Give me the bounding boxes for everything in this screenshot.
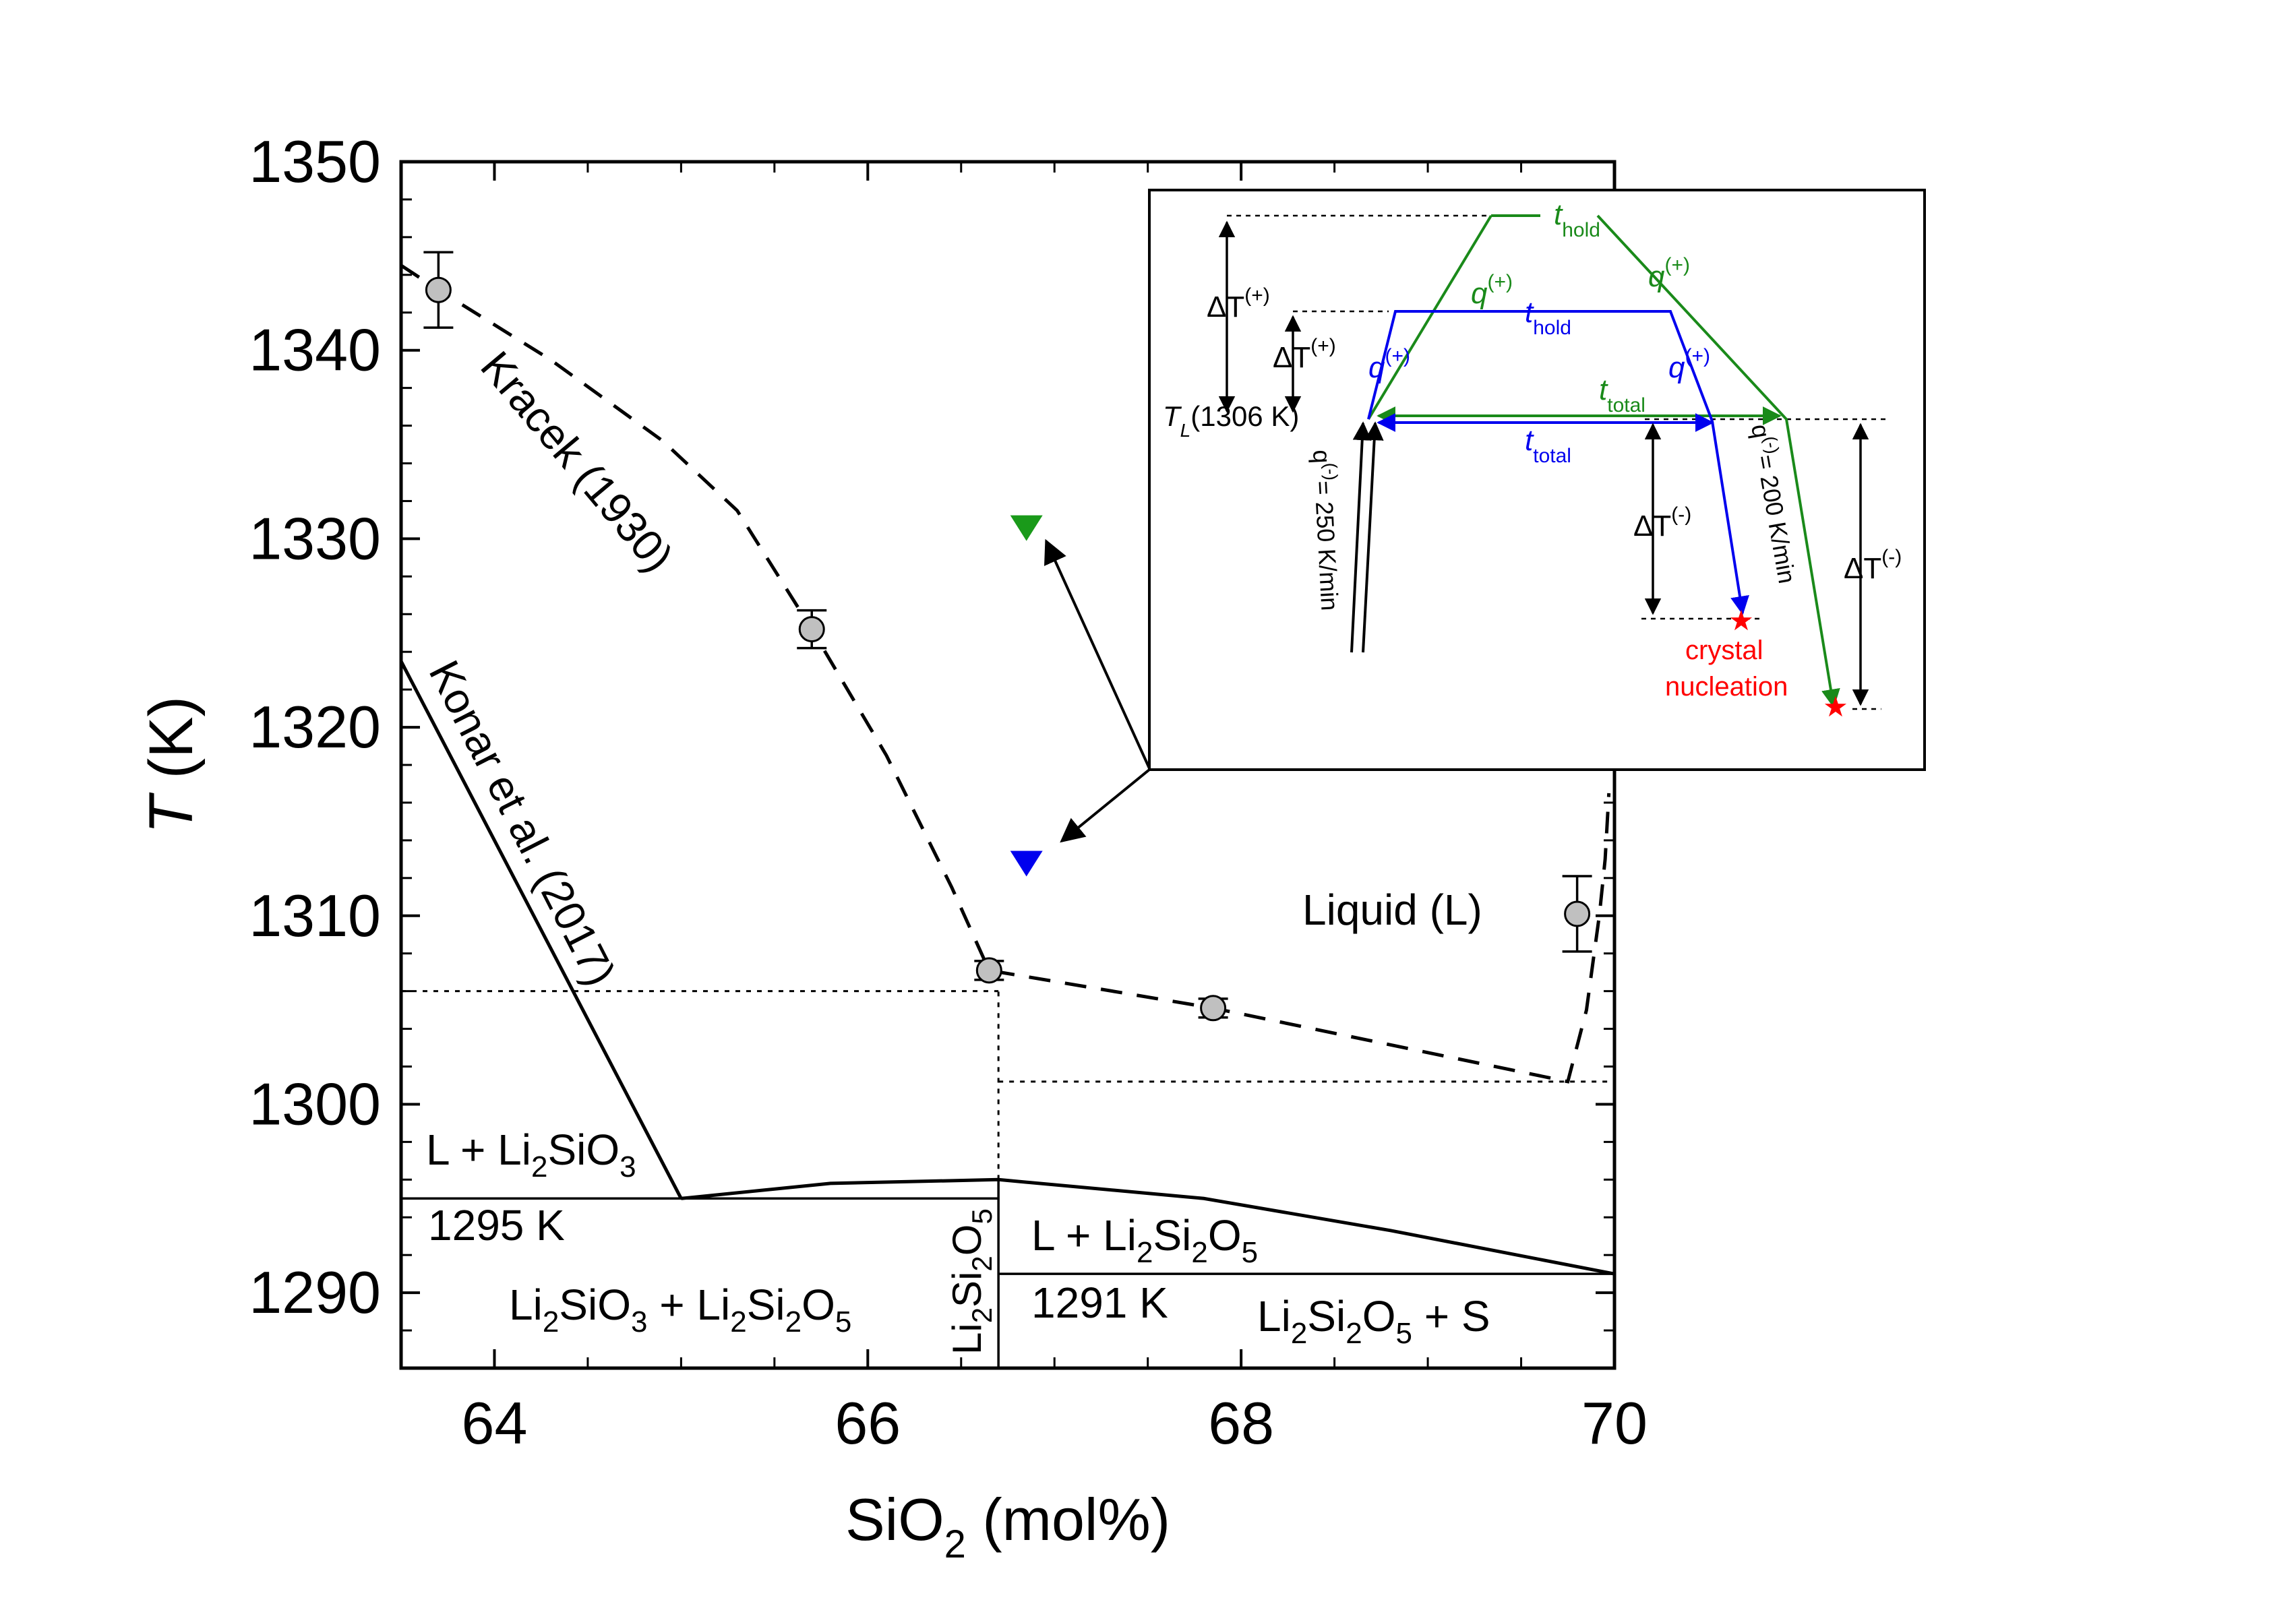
l-li2sio3-label: L + Li2SiO3 bbox=[426, 1125, 636, 1183]
data-point bbox=[975, 957, 1002, 984]
tick-labels: 64 66 68 70 1290 1300 1310 1320 1330 1340 1350 bbox=[249, 128, 1648, 1456]
delta-t-minus-blue: ΔT(-) bbox=[1633, 503, 1691, 543]
blue-triangle-marker bbox=[1010, 851, 1043, 877]
crystal-label: crystal bbox=[1685, 636, 1763, 665]
green-triangle-marker bbox=[1010, 515, 1043, 541]
blue-q-plus-right: q(+) bbox=[1668, 345, 1710, 384]
red-star-icon: ★ bbox=[1728, 605, 1754, 636]
data-point bbox=[425, 276, 452, 303]
inset-blue-path bbox=[1367, 310, 1749, 615]
delta-t-plus-inner: ΔT(+) bbox=[1273, 335, 1336, 374]
delta-t-plus-outer: ΔT(+) bbox=[1207, 284, 1270, 323]
y-tick-label: 1330 bbox=[249, 505, 381, 572]
kracek-liquidus-curve bbox=[400, 264, 1611, 1084]
data-point bbox=[1564, 900, 1591, 927]
green-t-total-label: ttotal bbox=[1599, 373, 1645, 417]
curves bbox=[399, 264, 1615, 1276]
blue-t-total-label: ttotal bbox=[1525, 424, 1571, 467]
inset-panel: ★ ★ thold q(+) q(+) ttotal thold q(+) q(… bbox=[1044, 189, 1926, 843]
delta-t-minus-green: ΔT(-) bbox=[1844, 546, 1902, 585]
green-t-hold-label: thold bbox=[1554, 198, 1600, 241]
l-li2si2o5-label: L + Li2Si2O5 bbox=[1031, 1211, 1258, 1269]
li2sio3-li2si2o5-label: Li2SiO3 + Li2Si2O5 bbox=[509, 1281, 851, 1338]
data-point bbox=[1200, 995, 1227, 1022]
inset-frame bbox=[1148, 189, 1926, 771]
green-q-plus-left: q(+) bbox=[1471, 271, 1513, 310]
y-tick-label: 1310 bbox=[249, 882, 381, 949]
x-axis-label: SiO2 (mol%) bbox=[845, 1486, 1170, 1566]
kracek-label: Kracek (1930) bbox=[471, 342, 683, 581]
y-tick-label: 1290 bbox=[249, 1259, 381, 1326]
red-star-icon: ★ bbox=[1823, 691, 1848, 722]
konar-label: Konar et al. (2017) bbox=[420, 653, 626, 993]
nucleation-label: nucleation bbox=[1665, 672, 1788, 702]
green-q-plus-right: q(+) bbox=[1648, 254, 1690, 293]
triangle-markers bbox=[1010, 515, 1043, 877]
phase-lines bbox=[401, 990, 1614, 1368]
x-tick-label: 70 bbox=[1581, 1390, 1648, 1456]
vertical-li2si2o5-label: Li2Si2O5 bbox=[944, 1208, 998, 1355]
data-points bbox=[423, 251, 1592, 1022]
inset-arrow-to-green bbox=[1044, 538, 1151, 769]
q-minus-250-label: q(-)= 250 K/min bbox=[1308, 449, 1348, 611]
tl-label: TL(1306 K) bbox=[1163, 400, 1299, 441]
k1295-label: 1295 K bbox=[428, 1201, 565, 1250]
y-tick-label: 1350 bbox=[249, 128, 381, 195]
inset-heating-lines bbox=[1350, 421, 1384, 653]
data-point bbox=[798, 616, 825, 643]
x-tick-label: 64 bbox=[462, 1390, 528, 1456]
k1291-label: 1291 K bbox=[1031, 1278, 1168, 1327]
konar-liquidus-line bbox=[399, 660, 683, 1200]
y-tick-label: 1320 bbox=[249, 693, 381, 760]
li2si2o5-s-label: Li2Si2O5 + S bbox=[1257, 1292, 1490, 1350]
x-tick-label: 68 bbox=[1208, 1390, 1274, 1456]
y-axis-label: T (K) bbox=[137, 696, 206, 834]
liquid-label: Liquid (L) bbox=[1302, 886, 1482, 934]
inset-delta-arrows bbox=[1218, 220, 1869, 706]
inset-arrow-to-blue bbox=[1060, 768, 1151, 843]
y-tick-label: 1340 bbox=[249, 317, 381, 383]
li2si2o5-liquidus-curve bbox=[681, 1177, 1615, 1276]
y-tick-label: 1300 bbox=[249, 1070, 381, 1137]
blue-t-hold-label: thold bbox=[1525, 296, 1571, 339]
blue-q-plus-left: q(+) bbox=[1368, 345, 1410, 384]
x-tick-label: 66 bbox=[835, 1390, 901, 1456]
